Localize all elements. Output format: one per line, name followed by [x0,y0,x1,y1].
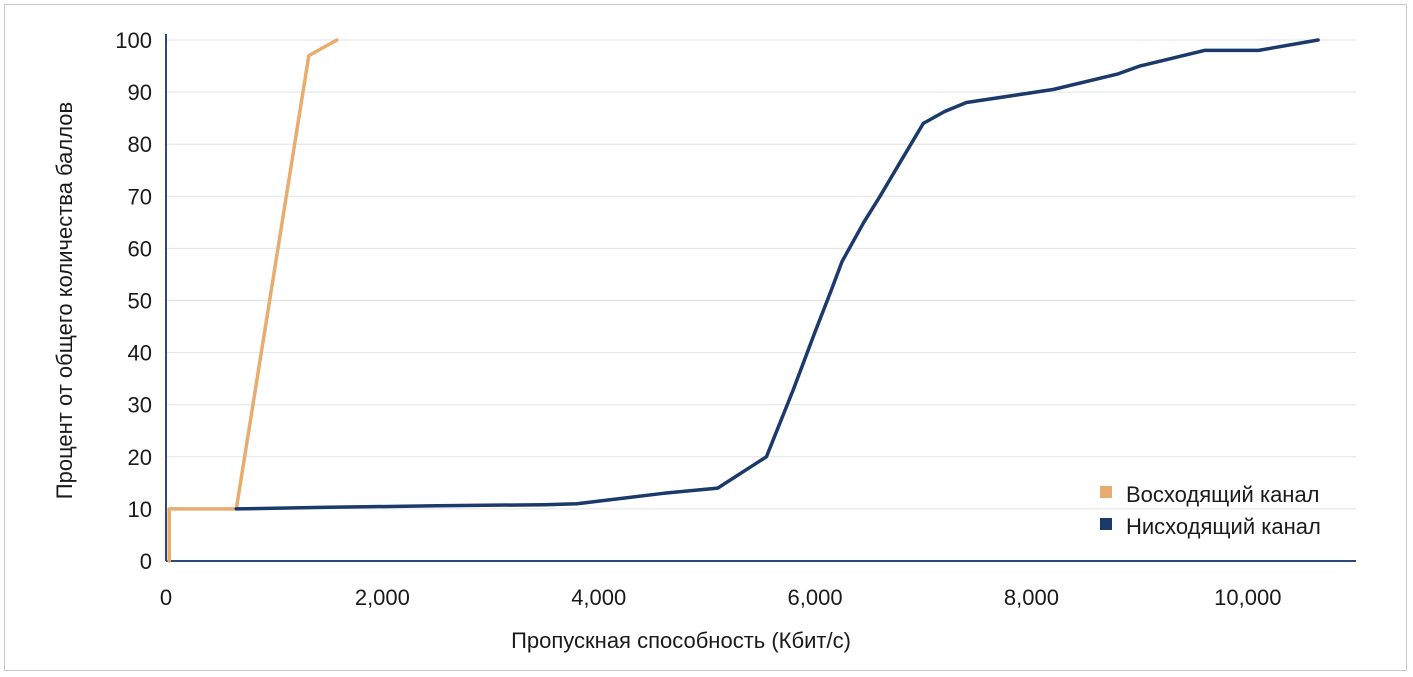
legend-swatch-uplink [1100,486,1112,498]
legend-label-downlink: Нисходящий канал [1126,514,1321,539]
series-line-downlink [234,38,1320,511]
y-axis-title: Процент от общего количества баллов [52,102,77,499]
x-tick-label-6000: 6,000 [788,585,843,610]
x-tick-label-8000: 8,000 [1004,585,1059,610]
y-tick-label-60: 60 [128,236,152,261]
y-tick-label-100: 100 [115,28,152,53]
y-tick-label-90: 90 [128,80,152,105]
x-tick-label-0: 0 [160,585,172,610]
y-tick-label-80: 80 [128,132,152,157]
legend-label-uplink: Восходящий канал [1126,482,1320,507]
x-tick-label-4000: 4,000 [571,585,626,610]
x-tick-label-2000: 2,000 [355,585,410,610]
legend-swatch-downlink [1100,518,1112,530]
y-tick-label-40: 40 [128,341,152,366]
axes [165,34,1356,562]
x-axis-title: Пропускная способность (Кбит/с) [511,628,851,653]
chart-frame [4,4,1407,671]
y-tick-label-10: 10 [128,497,152,522]
legend: Восходящий канал Нисходящий канал [1100,482,1321,539]
y-tick-label-0: 0 [140,549,152,574]
series-lines [167,38,1320,563]
y-tick-label-30: 30 [128,393,152,418]
x-tick-label-10000: 10,000 [1214,585,1281,610]
y-tick-label-50: 50 [128,289,152,314]
y-tick-label-20: 20 [128,445,152,470]
y-tick-label-70: 70 [128,184,152,209]
gridlines [166,39,1356,510]
tick-labels: 0 10 20 30 40 50 60 70 80 90 100 0 2,000 4,000 6,000 8,… [115,28,1281,610]
